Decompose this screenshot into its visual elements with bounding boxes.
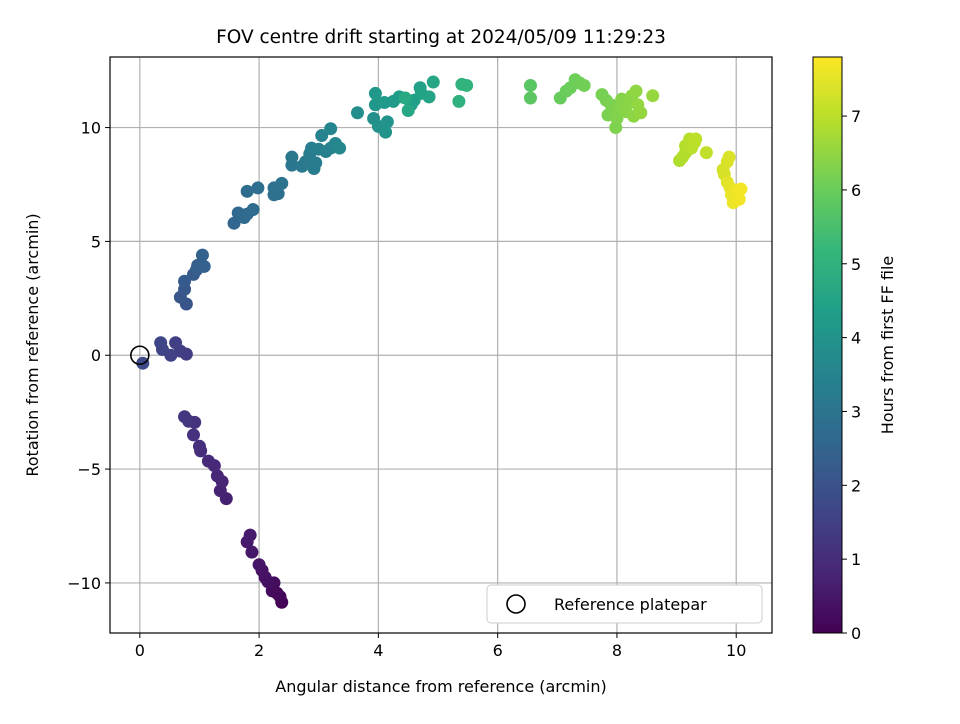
data-point	[351, 106, 365, 120]
data-point	[610, 111, 624, 125]
data-point	[169, 336, 183, 350]
colorbar-tick-label: 0	[851, 624, 861, 643]
colorbar-tick-label: 4	[851, 329, 861, 348]
colorbar-tick-label: 5	[851, 255, 861, 274]
data-point	[577, 78, 591, 92]
y-tick-label: −10	[67, 574, 101, 593]
data-point	[192, 439, 206, 453]
data-point	[197, 259, 211, 273]
data-point	[315, 129, 329, 143]
colorbar-tick-label: 6	[851, 181, 861, 200]
y-axis-ticks: −10 −5 0 5 10	[67, 119, 110, 593]
data-point	[452, 94, 466, 108]
colorbar-ticks: 0 1 2 3 4 5 6 7	[842, 107, 861, 643]
data-point	[243, 528, 257, 542]
plot-frame	[109, 56, 773, 634]
data-point	[629, 84, 643, 98]
data-point	[523, 91, 537, 105]
legend-entry-label: Reference platepar	[554, 595, 707, 614]
data-point	[368, 86, 382, 100]
colorbar-tick-label: 2	[851, 476, 861, 495]
x-tick-label: 6	[493, 641, 503, 660]
data-points	[136, 73, 748, 609]
data-point	[285, 150, 299, 164]
data-point	[689, 132, 703, 146]
data-point	[732, 192, 746, 206]
x-tick-label: 0	[135, 641, 145, 660]
data-point	[186, 428, 200, 442]
legend-box	[486, 584, 763, 624]
data-point	[634, 106, 648, 120]
colorbar-tick-label: 3	[851, 402, 861, 421]
y-tick-label: 10	[81, 119, 101, 138]
data-point	[201, 454, 215, 468]
data-point	[523, 78, 537, 92]
legend-marker-icon	[506, 594, 526, 614]
data-point	[245, 545, 259, 559]
data-point	[252, 558, 266, 572]
data-point	[227, 216, 241, 230]
plot-area	[109, 56, 773, 634]
data-point	[380, 115, 394, 129]
colorbar-tick-label: 1	[851, 550, 861, 569]
data-point	[401, 104, 415, 118]
data-point	[426, 75, 440, 89]
data-point	[379, 125, 393, 139]
data-point	[646, 89, 660, 103]
data-point	[240, 184, 254, 198]
reference-platepar-marker	[130, 345, 150, 366]
x-tick-label: 10	[726, 641, 746, 660]
data-point	[195, 248, 209, 262]
data-point	[251, 181, 265, 195]
data-point	[324, 122, 338, 136]
chart-title: FOV centre drift starting at 2024/05/09 …	[216, 27, 666, 48]
grid-lines	[110, 57, 772, 633]
y-tick-label: 0	[91, 346, 101, 365]
data-point	[460, 78, 474, 92]
data-point	[178, 410, 192, 424]
x-tick-label: 8	[612, 641, 622, 660]
x-axis-ticks: 0 2 4 6 8 10	[135, 633, 746, 660]
colorbar: 0 1 2 3 4 5 6 7 Hours from first FF file	[812, 56, 897, 643]
x-tick-label: 4	[373, 641, 383, 660]
data-point	[275, 176, 289, 190]
x-axis-label: Angular distance from reference (arcmin)	[275, 677, 606, 696]
x-tick-label: 2	[254, 641, 264, 660]
data-point	[398, 91, 412, 105]
data-point	[699, 146, 713, 160]
data-point	[246, 203, 260, 217]
colorbar-gradient	[812, 56, 843, 634]
data-point	[154, 336, 168, 350]
data-point	[210, 469, 224, 483]
colorbar-label: Hours from first FF file	[878, 256, 897, 435]
data-point	[178, 274, 192, 288]
y-tick-label: −5	[77, 460, 101, 479]
y-tick-label: 5	[91, 232, 101, 251]
data-point	[734, 182, 748, 196]
legend: Reference platepar	[486, 584, 763, 624]
data-point	[333, 141, 347, 155]
data-point	[422, 90, 436, 104]
data-point	[722, 150, 736, 164]
colorbar-tick-label: 7	[851, 107, 861, 126]
y-axis-label: Rotation from reference (arcmin)	[23, 213, 42, 476]
